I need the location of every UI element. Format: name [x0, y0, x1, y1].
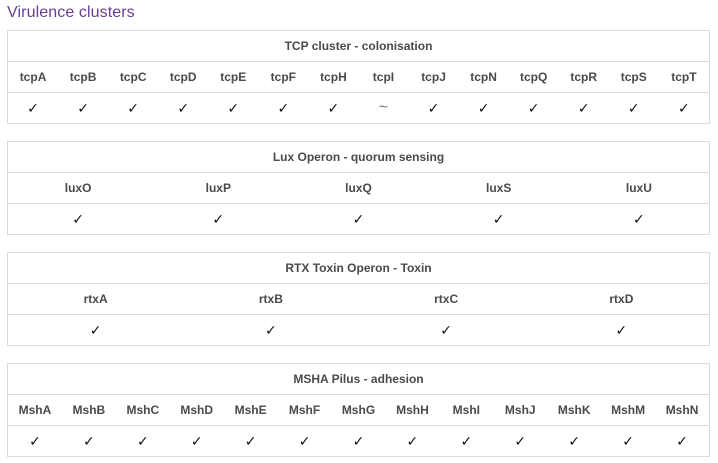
- check-icon: ✓: [190, 432, 203, 449]
- check-icon: ✓: [678, 99, 690, 116]
- cluster-title: RTX Toxin Operon - Toxin: [8, 253, 709, 284]
- cluster-table: MSHA Pilus - adhesion MshA MshB MshC MshD Msh…: [8, 364, 709, 456]
- check-icon: ✓: [477, 99, 490, 116]
- gene-status-row: ✓ ✓ ✓ ✓ ✓: [8, 204, 709, 235]
- gene-name: MshE: [223, 394, 278, 426]
- gene-name: MshK: [547, 394, 602, 426]
- gene-header-row: rtxA rtxB rtxC rtxD: [8, 283, 709, 315]
- cluster-title: TCP cluster - colonisation: [8, 31, 709, 62]
- cluster-table: Lux Operon - quorum sensing luxO luxP luxQ l…: [8, 142, 709, 234]
- check-icon: ✓: [460, 432, 473, 449]
- gene-name: tcpH: [308, 61, 359, 93]
- check-icon: ✓: [27, 99, 39, 116]
- gene-name: tcpE: [208, 61, 259, 93]
- check-icon: ✓: [615, 321, 628, 338]
- cluster-title: Lux Operon - quorum sensing: [8, 142, 709, 173]
- gene-name: MshA: [8, 394, 62, 426]
- gene-name: luxQ: [288, 172, 429, 204]
- gene-name: rtxA: [8, 283, 184, 315]
- gene-name: tcpJ: [408, 61, 459, 93]
- gene-name: MshG: [331, 394, 386, 426]
- check-icon: ✓: [298, 432, 311, 449]
- cluster-table-tcp: TCP cluster - colonisation tcpA tcpB tcpC tc…: [7, 30, 710, 124]
- check-icon: ✓: [29, 432, 41, 449]
- check-icon: ✓: [244, 432, 257, 449]
- gene-status-row: ✓ ✓ ✓ ✓ ✓ ✓ ✓ ~ ✓ ✓ ✓ ✓ ✓ ✓: [8, 93, 709, 124]
- check-icon: ✓: [676, 432, 688, 449]
- gene-name: tcpQ: [508, 61, 559, 93]
- check-icon: ✓: [577, 99, 590, 116]
- gene-name: rtxD: [533, 283, 709, 315]
- gene-name: tcpN: [458, 61, 509, 93]
- check-icon: ✓: [227, 99, 240, 116]
- check-icon: ✓: [212, 210, 225, 227]
- gene-name: luxP: [148, 172, 289, 204]
- check-icon: ✓: [633, 210, 645, 227]
- gene-name: MshJ: [493, 394, 548, 426]
- gene-name: MshF: [277, 394, 332, 426]
- gene-name: MshC: [115, 394, 170, 426]
- check-icon: ✓: [72, 210, 84, 227]
- gene-name: tcpF: [258, 61, 309, 93]
- check-icon: ✓: [622, 432, 634, 449]
- gene-header-row: MshA MshB MshC MshD MshE MshF MshG MshH MshI MshJ…: [8, 394, 709, 426]
- gene-name: tcpD: [158, 61, 209, 93]
- gene-header-row: tcpA tcpB tcpC tcpD tcpE tcpF tcpH tcpI tcpJ tcpN…: [8, 61, 709, 93]
- gene-name: luxO: [8, 172, 149, 204]
- gene-name: MshM: [601, 394, 656, 426]
- gene-name: luxS: [428, 172, 569, 204]
- check-icon: ✓: [127, 99, 140, 116]
- check-icon: ✓: [352, 210, 365, 227]
- gene-name: tcpC: [108, 61, 159, 93]
- gene-name: tcpA: [8, 61, 59, 93]
- check-icon: ✓: [136, 432, 149, 449]
- check-icon: ✓: [277, 99, 290, 116]
- check-icon: ✓: [327, 99, 340, 116]
- check-icon: ✓: [527, 99, 540, 116]
- gene-name: rtxC: [358, 283, 534, 315]
- gene-name: MshH: [385, 394, 440, 426]
- gene-name: MshI: [439, 394, 494, 426]
- gene-name: tcpI: [358, 61, 409, 93]
- check-icon: ✓: [427, 99, 440, 116]
- cluster-title: MSHA Pilus - adhesion: [8, 364, 709, 395]
- gene-name: luxU: [568, 172, 709, 204]
- gene-name: tcpS: [608, 61, 659, 93]
- cluster-table-rtx: RTX Toxin Operon - Toxin rtxA rtxB rtxC rtxD…: [7, 252, 710, 346]
- gene-name: tcpB: [58, 61, 109, 93]
- cluster-table-lux: Lux Operon - quorum sensing luxO luxP luxQ l…: [7, 141, 710, 235]
- check-icon: ✓: [265, 321, 277, 338]
- gene-name: MshD: [169, 394, 224, 426]
- gene-name: MshN: [655, 394, 709, 426]
- partial-icon: ~: [378, 99, 389, 116]
- check-icon: ✓: [406, 432, 419, 449]
- check-icon: ✓: [492, 210, 505, 227]
- gene-name: tcpT: [658, 61, 709, 93]
- check-icon: ✓: [514, 432, 527, 449]
- check-icon: ✓: [440, 321, 452, 338]
- gene-header-row: luxO luxP luxQ luxS luxU: [8, 172, 709, 204]
- check-icon: ✓: [77, 99, 89, 116]
- check-icon: ✓: [627, 99, 640, 116]
- gene-status-row: ✓ ✓ ✓ ✓: [8, 315, 709, 346]
- gene-name: rtxB: [183, 283, 359, 315]
- page-title: Virulence clusters: [7, 4, 135, 21]
- cluster-table: TCP cluster - colonisation tcpA tcpB tcpC tc…: [8, 31, 709, 123]
- gene-status-row: ✓ ✓ ✓ ✓ ✓ ✓ ✓ ✓ ✓ ✓ ✓ ✓ ✓: [8, 426, 709, 457]
- cluster-table: RTX Toxin Operon - Toxin rtxA rtxB rtxC rtxD…: [8, 253, 709, 345]
- check-icon: ✓: [89, 321, 102, 338]
- check-icon: ✓: [83, 432, 95, 449]
- gene-name: MshB: [61, 394, 116, 426]
- check-icon: ✓: [568, 432, 581, 449]
- gene-name: tcpR: [558, 61, 609, 93]
- check-icon: ✓: [352, 432, 365, 449]
- cluster-table-msha: MSHA Pilus - adhesion MshA MshB MshC MshD Msh…: [7, 363, 710, 457]
- check-icon: ✓: [177, 99, 190, 116]
